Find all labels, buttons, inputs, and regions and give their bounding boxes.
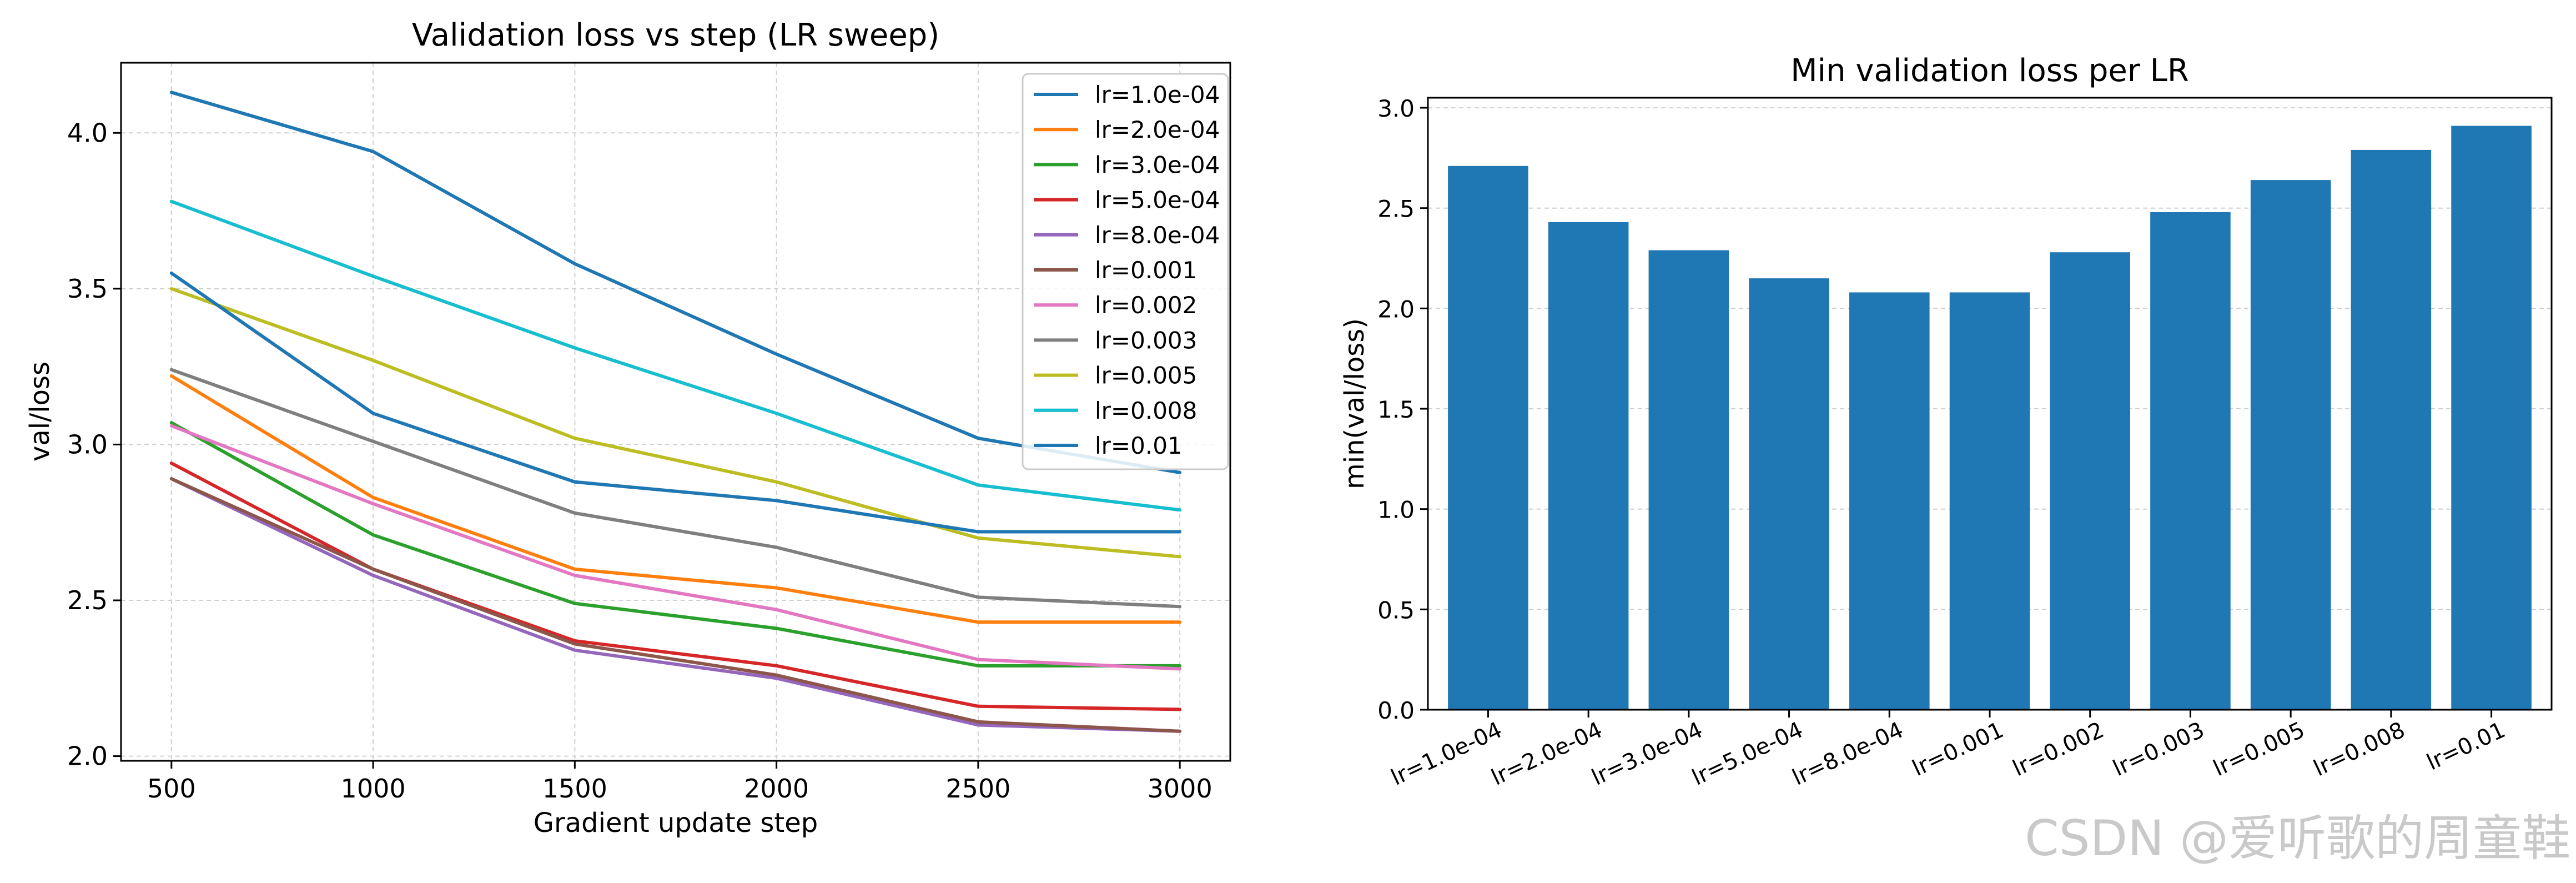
legend-label: lr=0.001 bbox=[1095, 257, 1197, 284]
line-chart-grid bbox=[121, 63, 1230, 761]
x-tick-label: 500 bbox=[147, 774, 196, 804]
bar bbox=[2351, 149, 2432, 710]
series-line bbox=[169, 91, 1182, 474]
legend-label: lr=2.0e-04 bbox=[1095, 116, 1220, 143]
series-line bbox=[169, 461, 1182, 711]
series-line bbox=[169, 374, 1182, 624]
line-chart-ticks: 500 1000 1500 2000 2500 3000 2.0 2.5 3.0 3.5 4.0 bbox=[67, 118, 1212, 804]
legend-label: lr=0.01 bbox=[1095, 432, 1183, 459]
y-tick-label: 3.0 bbox=[1377, 95, 1415, 122]
y-tick-label: 2.5 bbox=[67, 585, 108, 615]
line-chart-ylabel: val/loss bbox=[24, 362, 56, 461]
y-tick-label: 4.0 bbox=[67, 118, 108, 148]
bar bbox=[1448, 165, 1528, 710]
x-tick-label: 1500 bbox=[542, 774, 607, 804]
bar bbox=[1648, 250, 1729, 710]
bar-chart: 0.00.51.01.52.02.53.0lr=1.0e-04lr=2.0e-0… bbox=[1339, 53, 2553, 791]
y-tick-label: 0.0 bbox=[1377, 697, 1415, 724]
legend-label: lr=8.0e-04 bbox=[1095, 222, 1220, 249]
series-line bbox=[169, 271, 1182, 534]
series-line bbox=[169, 424, 1182, 671]
watermark: CSDN @爱听歌的周童鞋 bbox=[2025, 810, 2570, 867]
line-chart-xlabel: Gradient update step bbox=[534, 807, 818, 839]
x-tick-label: 1000 bbox=[341, 774, 406, 804]
legend-label: lr=0.003 bbox=[1095, 327, 1197, 354]
bar bbox=[2451, 126, 2532, 710]
line-chart: 500 1000 1500 2000 2500 3000 2.0 2.5 3.0 3.5 4.0 V… bbox=[24, 17, 1231, 839]
series-line bbox=[169, 368, 1182, 609]
series-line bbox=[169, 199, 1182, 512]
legend-label: lr=0.002 bbox=[1095, 292, 1197, 319]
bar bbox=[1849, 292, 1930, 710]
bar-chart-bars bbox=[1448, 126, 2532, 710]
series-line bbox=[169, 477, 1182, 733]
bar bbox=[1949, 292, 2030, 710]
y-tick-label: 2.0 bbox=[1377, 295, 1415, 323]
legend-frame bbox=[1022, 73, 1229, 470]
line-chart-title: Validation loss vs step (LR sweep) bbox=[412, 17, 939, 53]
bar bbox=[1749, 278, 1829, 710]
y-tick-label: 3.0 bbox=[67, 429, 108, 459]
legend-label: lr=1.0e-04 bbox=[1095, 81, 1220, 108]
x-tick-label: 2000 bbox=[744, 774, 809, 804]
series-line bbox=[169, 287, 1182, 559]
series-line bbox=[169, 477, 1182, 733]
legend-label: lr=5.0e-04 bbox=[1095, 187, 1220, 214]
y-tick-label: 0.5 bbox=[1377, 596, 1415, 624]
series-line bbox=[169, 421, 1182, 668]
legend-label: lr=0.008 bbox=[1095, 397, 1197, 424]
line-chart-series bbox=[169, 91, 1182, 733]
line-chart-legend: lr=1.0e-04 lr=2.0e-04 lr=3.0e-04 lr=5.0e-04… bbox=[1022, 73, 1229, 470]
y-tick-label: 1.0 bbox=[1377, 496, 1415, 524]
legend-label: lr=3.0e-04 bbox=[1095, 151, 1220, 178]
y-tick-label: 1.5 bbox=[1377, 396, 1415, 423]
line-chart-axes-frame bbox=[120, 62, 1231, 762]
x-tick-label: 3000 bbox=[1148, 774, 1212, 804]
bar bbox=[1548, 222, 1629, 710]
x-tick-label: 2500 bbox=[945, 774, 1010, 804]
bar-chart-ylabel: min(val/loss) bbox=[1339, 318, 1370, 489]
bar bbox=[2150, 212, 2231, 710]
bar bbox=[2250, 180, 2331, 710]
y-tick-label: 2.5 bbox=[1377, 195, 1415, 223]
legend-label: lr=0.005 bbox=[1095, 362, 1197, 389]
y-tick-label: 3.5 bbox=[67, 274, 108, 304]
bar bbox=[2050, 252, 2130, 710]
y-tick-label: 2.0 bbox=[67, 741, 108, 771]
bar-chart-title: Min validation loss per LR bbox=[1790, 53, 2189, 89]
